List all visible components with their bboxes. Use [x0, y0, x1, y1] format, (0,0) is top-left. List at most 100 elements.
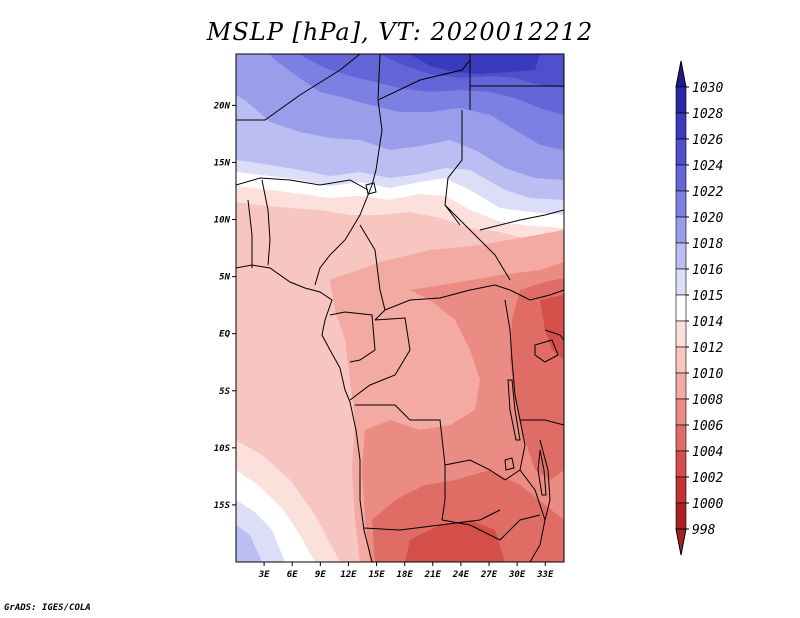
- border-drc-east: [504, 299, 526, 481]
- colorbar-label: 1002: [692, 471, 723, 486]
- lat-tick-label: 10N: [214, 216, 231, 226]
- border-cameroon-car: [359, 224, 386, 321]
- colorbar-label: 1010: [692, 367, 723, 382]
- lat-tick-label: 20N: [213, 101, 231, 111]
- lon-tick-label: 12E: [340, 570, 357, 580]
- band-1012-north: [236, 186, 564, 245]
- border-tanzania: [520, 419, 564, 426]
- lat-tick-label: 15S: [214, 501, 231, 511]
- lon-tick-label: 27E: [480, 570, 498, 580]
- colorbar-swatch: [675, 398, 687, 426]
- lon-axis: 3E 6E 9E 12E 15E 18E 21E 24E 27E 30E 33E: [258, 562, 554, 580]
- colorbar-label: 1026: [692, 133, 723, 148]
- lake-malawi: [537, 449, 547, 496]
- colorbar-label: 1015: [692, 289, 723, 304]
- colorbar-swatch: [675, 164, 687, 192]
- colorbar-label: 1020: [692, 211, 723, 226]
- border-gabon-congo: [329, 311, 376, 363]
- lon-tick-label: 18E: [397, 570, 414, 580]
- lat-tick-label: 15N: [214, 158, 231, 168]
- grads-credit: GrADS: IGES/COLA: [4, 603, 91, 613]
- colorbar-swatch: [675, 268, 687, 296]
- lat-tick-label: EQ: [219, 330, 230, 340]
- border-congo-drc: [349, 317, 411, 401]
- border-drc-angola: [355, 404, 506, 481]
- colorbar: 1030 1028 1026 1024 1022 1020 1018 1016 1015 1014…: [675, 60, 723, 556]
- border-kenya-uganda: [544, 329, 564, 341]
- border-togo: [247, 199, 253, 268]
- colorbar-swatch: [675, 86, 687, 114]
- colorbar-swatch: [675, 424, 687, 452]
- border-nigeria-niger: [236, 177, 369, 191]
- border-chad-sudan: [444, 110, 463, 226]
- colorbar-label: 1028: [692, 107, 723, 122]
- colorbar-label: 1030: [692, 81, 723, 96]
- lat-tick-label: 10S: [214, 444, 231, 454]
- band-1026: [410, 54, 540, 74]
- border-nigeria-cameroon: [314, 194, 369, 286]
- colorbar-swatch: [675, 346, 687, 374]
- border-mozambique: [519, 469, 546, 562]
- colorbar-swatch: [675, 372, 687, 400]
- border-car-drc: [384, 284, 511, 311]
- colorbar-label: 1006: [692, 419, 723, 434]
- colorbar-swatch: [675, 242, 687, 270]
- coastline: [236, 264, 373, 562]
- border-angola-namibia: [363, 509, 501, 531]
- colorbar-label: 1000: [692, 497, 723, 512]
- map-frame: [235, 53, 565, 563]
- border-car-sudan: [444, 204, 511, 281]
- colorbar-label: 1018: [692, 237, 723, 252]
- lon-tick-label: 9E: [315, 570, 326, 580]
- lon-tick-label: 33E: [536, 570, 554, 580]
- border-benin: [261, 179, 271, 266]
- colorbar-swatch: [675, 476, 687, 504]
- colorbar-label: 998: [692, 523, 716, 538]
- lake-victoria: [534, 339, 559, 363]
- colorbar-label: 1014: [692, 315, 723, 330]
- lon-tick-label: 3E: [258, 570, 270, 580]
- colorbar-swatch: [675, 138, 687, 166]
- lat-axis: 20N 15N 10N 5N EQ 5S 10S 15S: [213, 101, 236, 511]
- colorbar-label: 1022: [692, 185, 723, 200]
- colorbar-label: 1016: [692, 263, 723, 278]
- borders: [236, 54, 564, 562]
- band-1016-south: [236, 525, 262, 562]
- border-sudan-south: [479, 209, 564, 231]
- lon-tick-label: 6E: [287, 570, 298, 580]
- colorbar-arrow-top: [675, 60, 687, 88]
- colorbar-label: 1024: [692, 159, 723, 174]
- colorbar-arrow-bottom: [675, 528, 687, 556]
- border-chad-libya: [377, 59, 471, 101]
- colorbar-label: 1012: [692, 341, 723, 356]
- band-1014: [236, 172, 564, 228]
- band-1002: [540, 295, 564, 360]
- colorbar-swatch: [675, 216, 687, 244]
- border-south-sudan-uganda: [509, 289, 564, 301]
- colorbar-swatch: [675, 190, 687, 218]
- lake-chad: [365, 182, 377, 195]
- lon-tick-label: 21E: [424, 570, 442, 580]
- colorbar-swatch: [675, 294, 687, 322]
- border-angola-zambia: [441, 465, 446, 521]
- pressure-field: [236, 54, 564, 562]
- border-malawi: [539, 439, 551, 521]
- colorbar-label: 1004: [692, 445, 723, 460]
- colorbar-swatch: [675, 450, 687, 478]
- lat-tick-label: 5N: [219, 273, 230, 283]
- colorbar-label: 1008: [692, 393, 723, 408]
- colorbar-swatch: [675, 502, 687, 530]
- lake-tanganyika: [507, 379, 521, 441]
- lat-tick-label: 5S: [219, 387, 230, 397]
- colorbar-swatch: [675, 320, 687, 348]
- colorbar-swatch: [675, 112, 687, 140]
- lon-tick-label: 24E: [452, 570, 470, 580]
- border-zambia-south: [441, 514, 541, 541]
- lake-mweru: [504, 457, 515, 471]
- lon-tick-label: 30E: [508, 570, 526, 580]
- border-mali-niger: [236, 54, 361, 121]
- map-title: MSLP [hPa], VT: 2020012212: [206, 18, 594, 46]
- lon-tick-label: 15E: [368, 570, 385, 580]
- border-niger-chad: [367, 54, 383, 196]
